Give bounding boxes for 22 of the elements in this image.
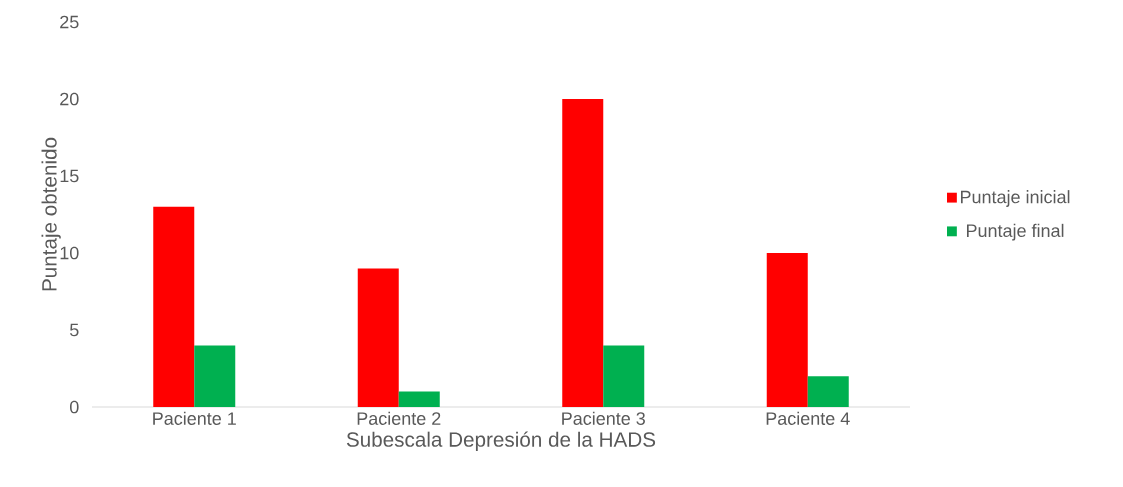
bar bbox=[807, 376, 849, 407]
y-tick-label: 0 bbox=[70, 400, 79, 414]
y-tick-label: 25 bbox=[60, 15, 79, 29]
bar bbox=[398, 391, 440, 407]
y-tick-label: 5 bbox=[70, 323, 79, 337]
y-tick-label: 10 bbox=[60, 246, 79, 260]
x-tick-label: Paciente 2 bbox=[357, 411, 441, 425]
bar bbox=[603, 345, 645, 407]
y-axis-title: Puntaje obtenido bbox=[41, 137, 61, 291]
bar bbox=[357, 268, 399, 407]
bar bbox=[562, 99, 604, 407]
x-tick-label: Paciente 3 bbox=[562, 411, 645, 425]
x-axis-title: Subescala Depresión de la HADS bbox=[346, 431, 656, 451]
y-tick-label: 20 bbox=[60, 92, 79, 106]
x-tick-label: Paciente 4 bbox=[766, 411, 850, 425]
bar bbox=[766, 253, 808, 407]
y-tick-label: 15 bbox=[60, 169, 79, 183]
legend-label: Puntaje inicial bbox=[961, 190, 1070, 207]
bar bbox=[153, 206, 195, 407]
bar bbox=[194, 345, 236, 407]
legend-label: Puntaje final bbox=[966, 223, 1064, 241]
x-tick-label: Paciente 1 bbox=[153, 411, 236, 425]
